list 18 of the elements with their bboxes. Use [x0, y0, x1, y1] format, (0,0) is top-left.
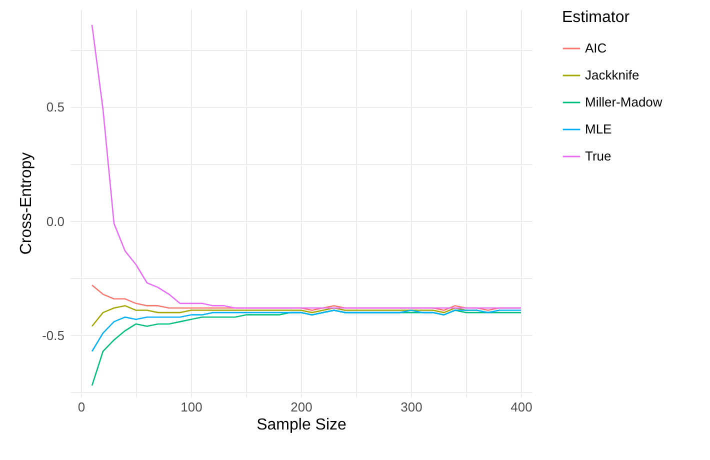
legend-label: Miller-Madow [585, 94, 663, 110]
legend-title: Estimator [562, 9, 630, 26]
line-series [91, 310, 522, 352]
line-series [91, 24, 522, 309]
legend-label: AIC [585, 40, 607, 56]
legend-label: Jackknife [585, 68, 640, 82]
x-tick-label: 0 [78, 400, 86, 414]
x-tick-label: 100 [180, 400, 202, 414]
x-tick-label: 200 [290, 400, 312, 414]
y-tick-label: 0.5 [46, 100, 64, 115]
legend-label: MLE [585, 122, 612, 136]
x-tick-label: 300 [400, 400, 422, 414]
x-axis-title: Sample Size [256, 416, 347, 434]
y-tick-label: 0.0 [46, 214, 64, 229]
legend-label: True [585, 148, 612, 164]
y-axis-title: Cross-Entropy [18, 152, 36, 255]
y-tick-label: -0.5 [42, 328, 64, 343]
x-tick-label: 400 [510, 400, 532, 414]
